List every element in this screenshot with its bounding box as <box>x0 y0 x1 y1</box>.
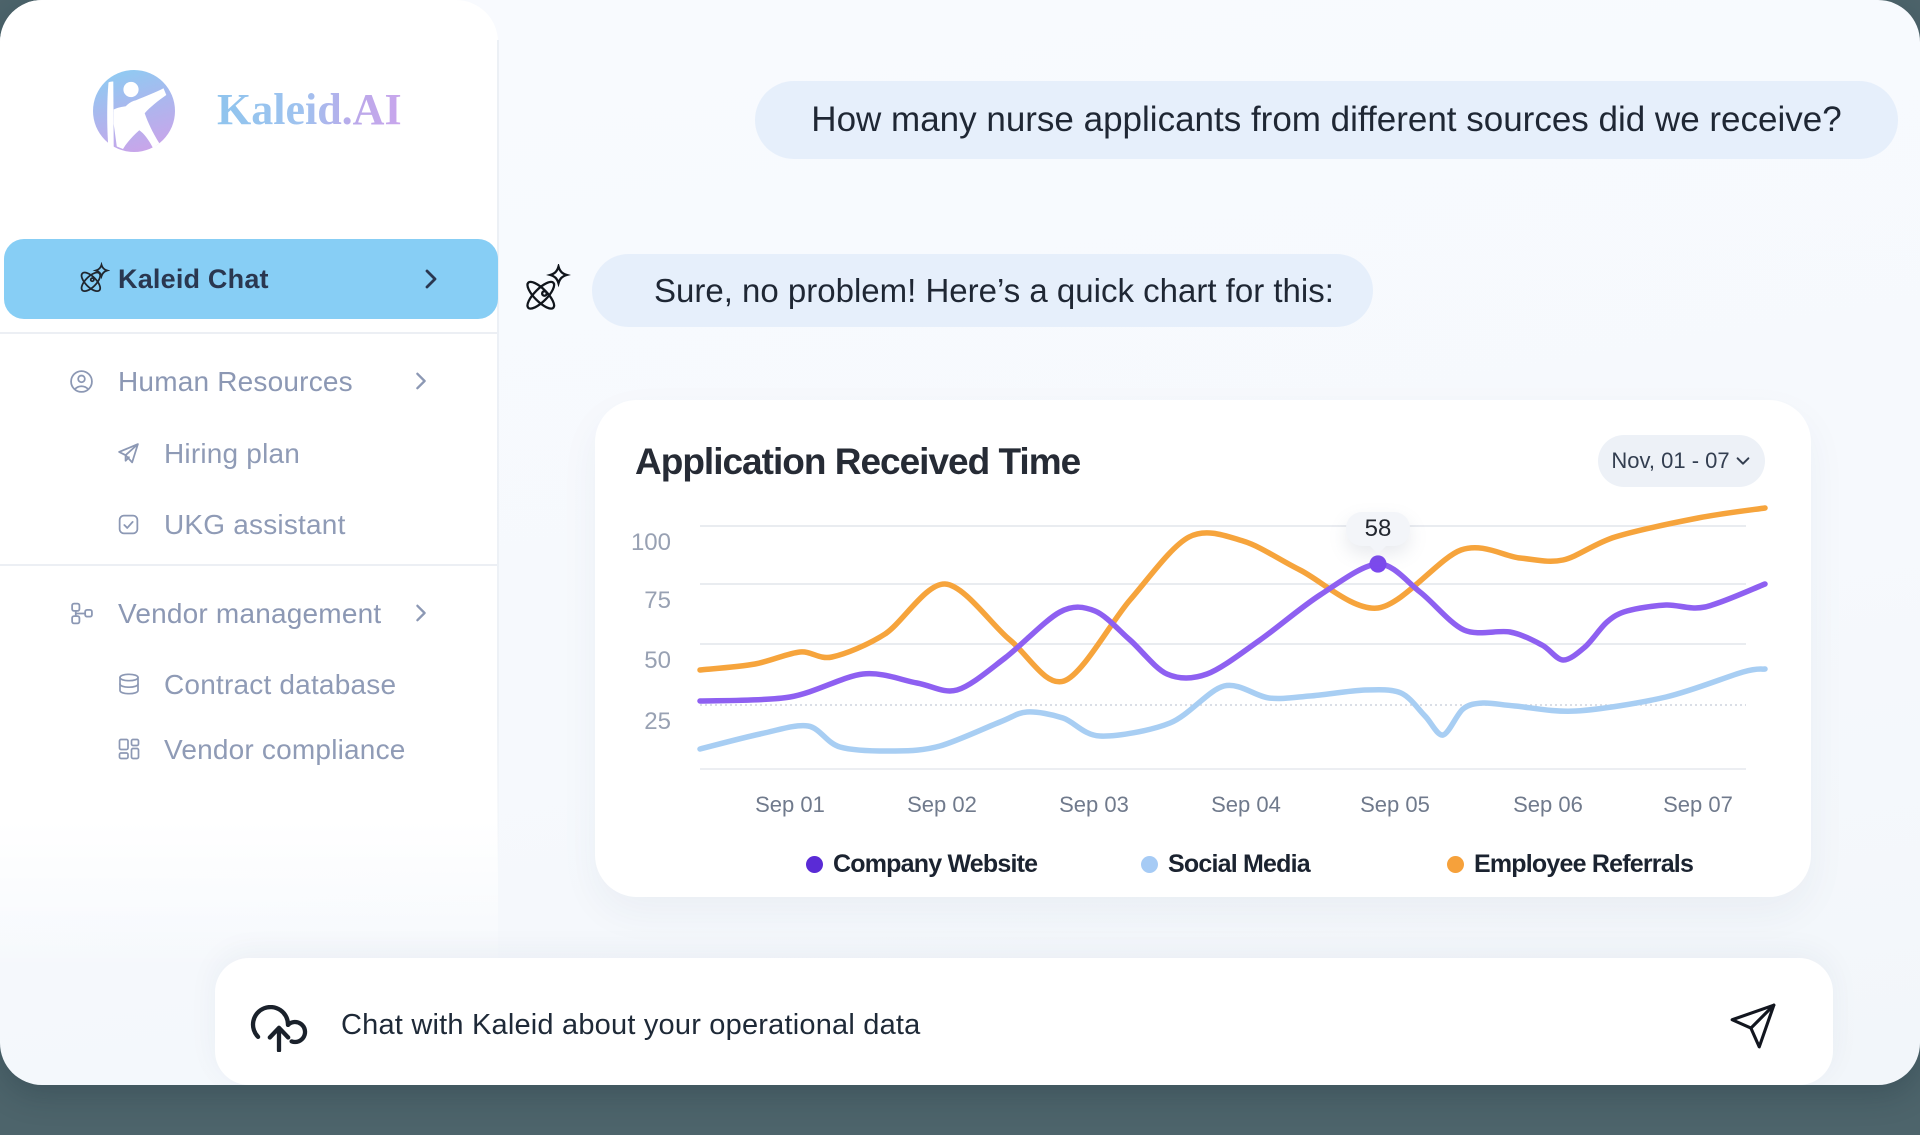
svg-text:Sep 06: Sep 06 <box>1513 792 1583 817</box>
svg-text:Sep 03: Sep 03 <box>1059 792 1129 817</box>
svg-text:Sep 02: Sep 02 <box>907 792 977 817</box>
svg-text:Sep 04: Sep 04 <box>1211 792 1281 817</box>
svg-text:50: 50 <box>644 647 671 674</box>
svg-text:Sep 05: Sep 05 <box>1360 792 1430 817</box>
svg-text:75: 75 <box>644 587 671 614</box>
svg-text:Sep 07: Sep 07 <box>1663 792 1733 817</box>
svg-text:Sep 01: Sep 01 <box>755 792 825 817</box>
svg-text:25: 25 <box>644 708 671 735</box>
svg-text:100: 100 <box>631 529 671 556</box>
